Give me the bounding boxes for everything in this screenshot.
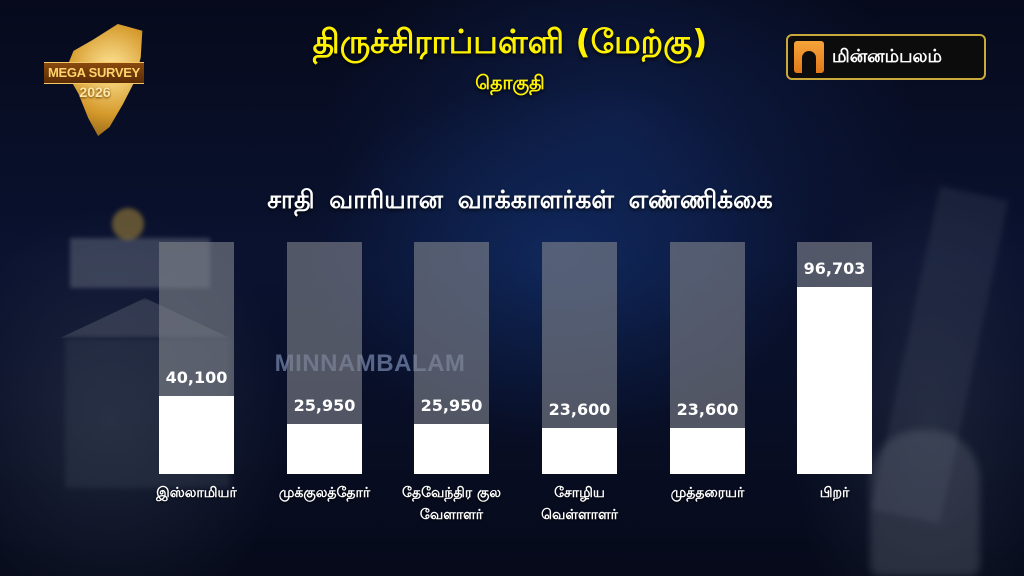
bar-fill [797,287,872,474]
category-label-line: தேவேந்திர குல [402,485,501,501]
chart-title: சாதி வாரியான வாக்காளர்கள் எண்ணிக்கை [267,185,773,214]
bar-category-label: முக்குலத்தோர் [247,482,402,504]
category-label-line: பிறர் [819,485,850,501]
category-label-line: இஸ்லாமியர் [156,485,237,501]
page-subtitle: தொகுதி [475,72,545,94]
category-label-line: வேளாளர் [419,507,484,523]
bar-fill [542,428,617,474]
bar-value-label: 23,600 [548,400,611,419]
bar-track [797,242,872,474]
category-label-line: சோழிய [554,485,605,501]
bar-fill [287,424,362,474]
mega-survey-year: 2026 [79,84,111,100]
bar-category-label: பிறர் [757,482,912,504]
brand-name: மின்னம்பலம் [832,45,942,67]
bar-value-label: 40,100 [165,368,228,387]
category-label-line: முக்குலத்தோர் [278,485,371,501]
bar-fill [414,424,489,474]
brand-mark-icon [794,41,824,73]
emblem-icon [112,208,144,240]
bar-value-label: 96,703 [803,259,866,278]
mega-survey-logo: MEGA SURVEY 2026 [40,24,148,136]
background-hand-image [870,430,980,576]
bar-category-label: இஸ்லாமியர் [119,482,274,504]
brand-logo: மின்னம்பலம் [786,34,986,80]
category-label-line: வெள்ளாளர் [541,507,618,523]
bar-value-label: 23,600 [676,400,739,419]
bar-category-label: முத்தரையர் [630,482,785,504]
bar-fill [670,428,745,474]
bar-track [542,242,617,474]
bar-track [159,242,234,474]
bar-category-label: தேவேந்திர குல வேளாளர் [374,482,529,526]
bar-value-label: 25,950 [293,396,356,415]
bar-category-label: சோழிய வெள்ளாளர் [502,482,657,526]
page-title: திருச்சிராப்பள்ளி (மேற்கு) [312,22,708,61]
bar-track [287,242,362,474]
bar-track [670,242,745,474]
category-label-line: முத்தரையர் [670,485,745,501]
mega-survey-label: MEGA SURVEY [44,62,144,84]
bar-value-label: 25,950 [420,396,483,415]
bar-track [414,242,489,474]
bar-fill [159,396,234,474]
